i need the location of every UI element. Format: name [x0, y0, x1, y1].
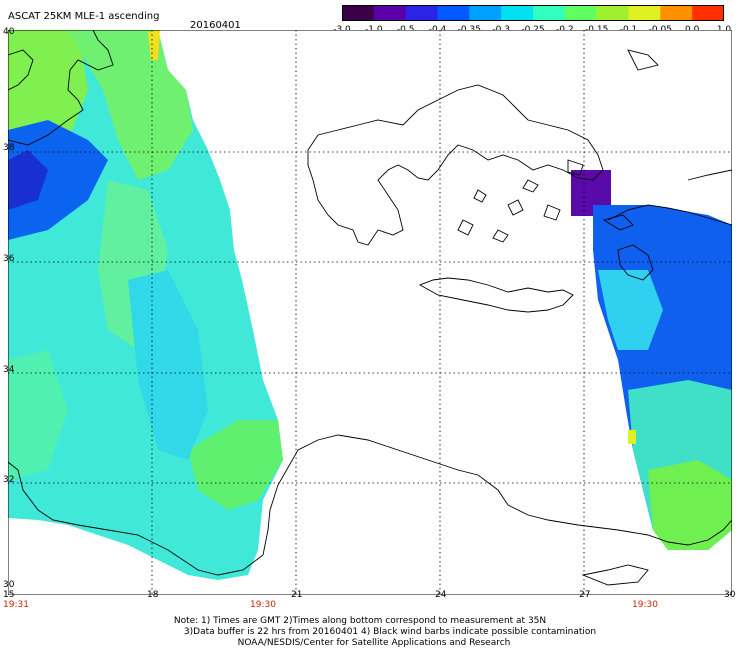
- lon-label: 21: [291, 590, 303, 600]
- lon-label: 15: [3, 590, 15, 600]
- color-scale-segment: [564, 5, 598, 21]
- color-scale-segment: [437, 5, 470, 21]
- color-scale-segment: [405, 5, 438, 21]
- color-scale-segment: [533, 5, 566, 21]
- lat-label: 30: [3, 580, 15, 590]
- note-line-1: Note: 1) Times are GMT 2)Times along bot…: [173, 616, 547, 626]
- lon-label: 27: [579, 590, 591, 600]
- lat-label: 36: [3, 254, 15, 264]
- lon-label: 24: [435, 590, 447, 600]
- color-scale-segment: [342, 5, 375, 21]
- lat-lon-grid: [8, 30, 732, 595]
- western-swath: [8, 30, 283, 580]
- coastlines: [8, 30, 732, 586]
- lat-label: 34: [3, 365, 15, 375]
- time-label: 19:31: [3, 600, 29, 610]
- eastern-swath: [593, 205, 732, 550]
- lat-label: 40: [3, 27, 15, 37]
- color-scale-segment: [373, 5, 407, 21]
- color-scale-bar: [342, 5, 724, 21]
- color-scale-segment: [501, 5, 534, 21]
- lat-label: 32: [3, 475, 15, 485]
- color-scale-segment: [692, 5, 724, 21]
- product-title: ASCAT 25KM MLE-1 ascending: [8, 11, 160, 22]
- color-scale-segment: [660, 5, 693, 21]
- color-scale-segment: [469, 5, 502, 21]
- note-line-2: 3)Data buffer is 22 hrs from 20160401 4)…: [183, 627, 597, 637]
- note-line-3: NOAA/NESDIS/Center for Satellite Applica…: [237, 638, 511, 648]
- lon-label: 18: [147, 590, 159, 600]
- lat-label: 38: [3, 143, 15, 153]
- product-date: 20160401: [190, 20, 241, 31]
- color-scale-segment: [628, 5, 661, 21]
- lon-label: 30: [724, 590, 736, 600]
- map-panel: [8, 30, 732, 595]
- time-label: 19:30: [250, 600, 276, 610]
- time-label: 19:30: [632, 600, 658, 610]
- color-scale-segment: [596, 5, 629, 21]
